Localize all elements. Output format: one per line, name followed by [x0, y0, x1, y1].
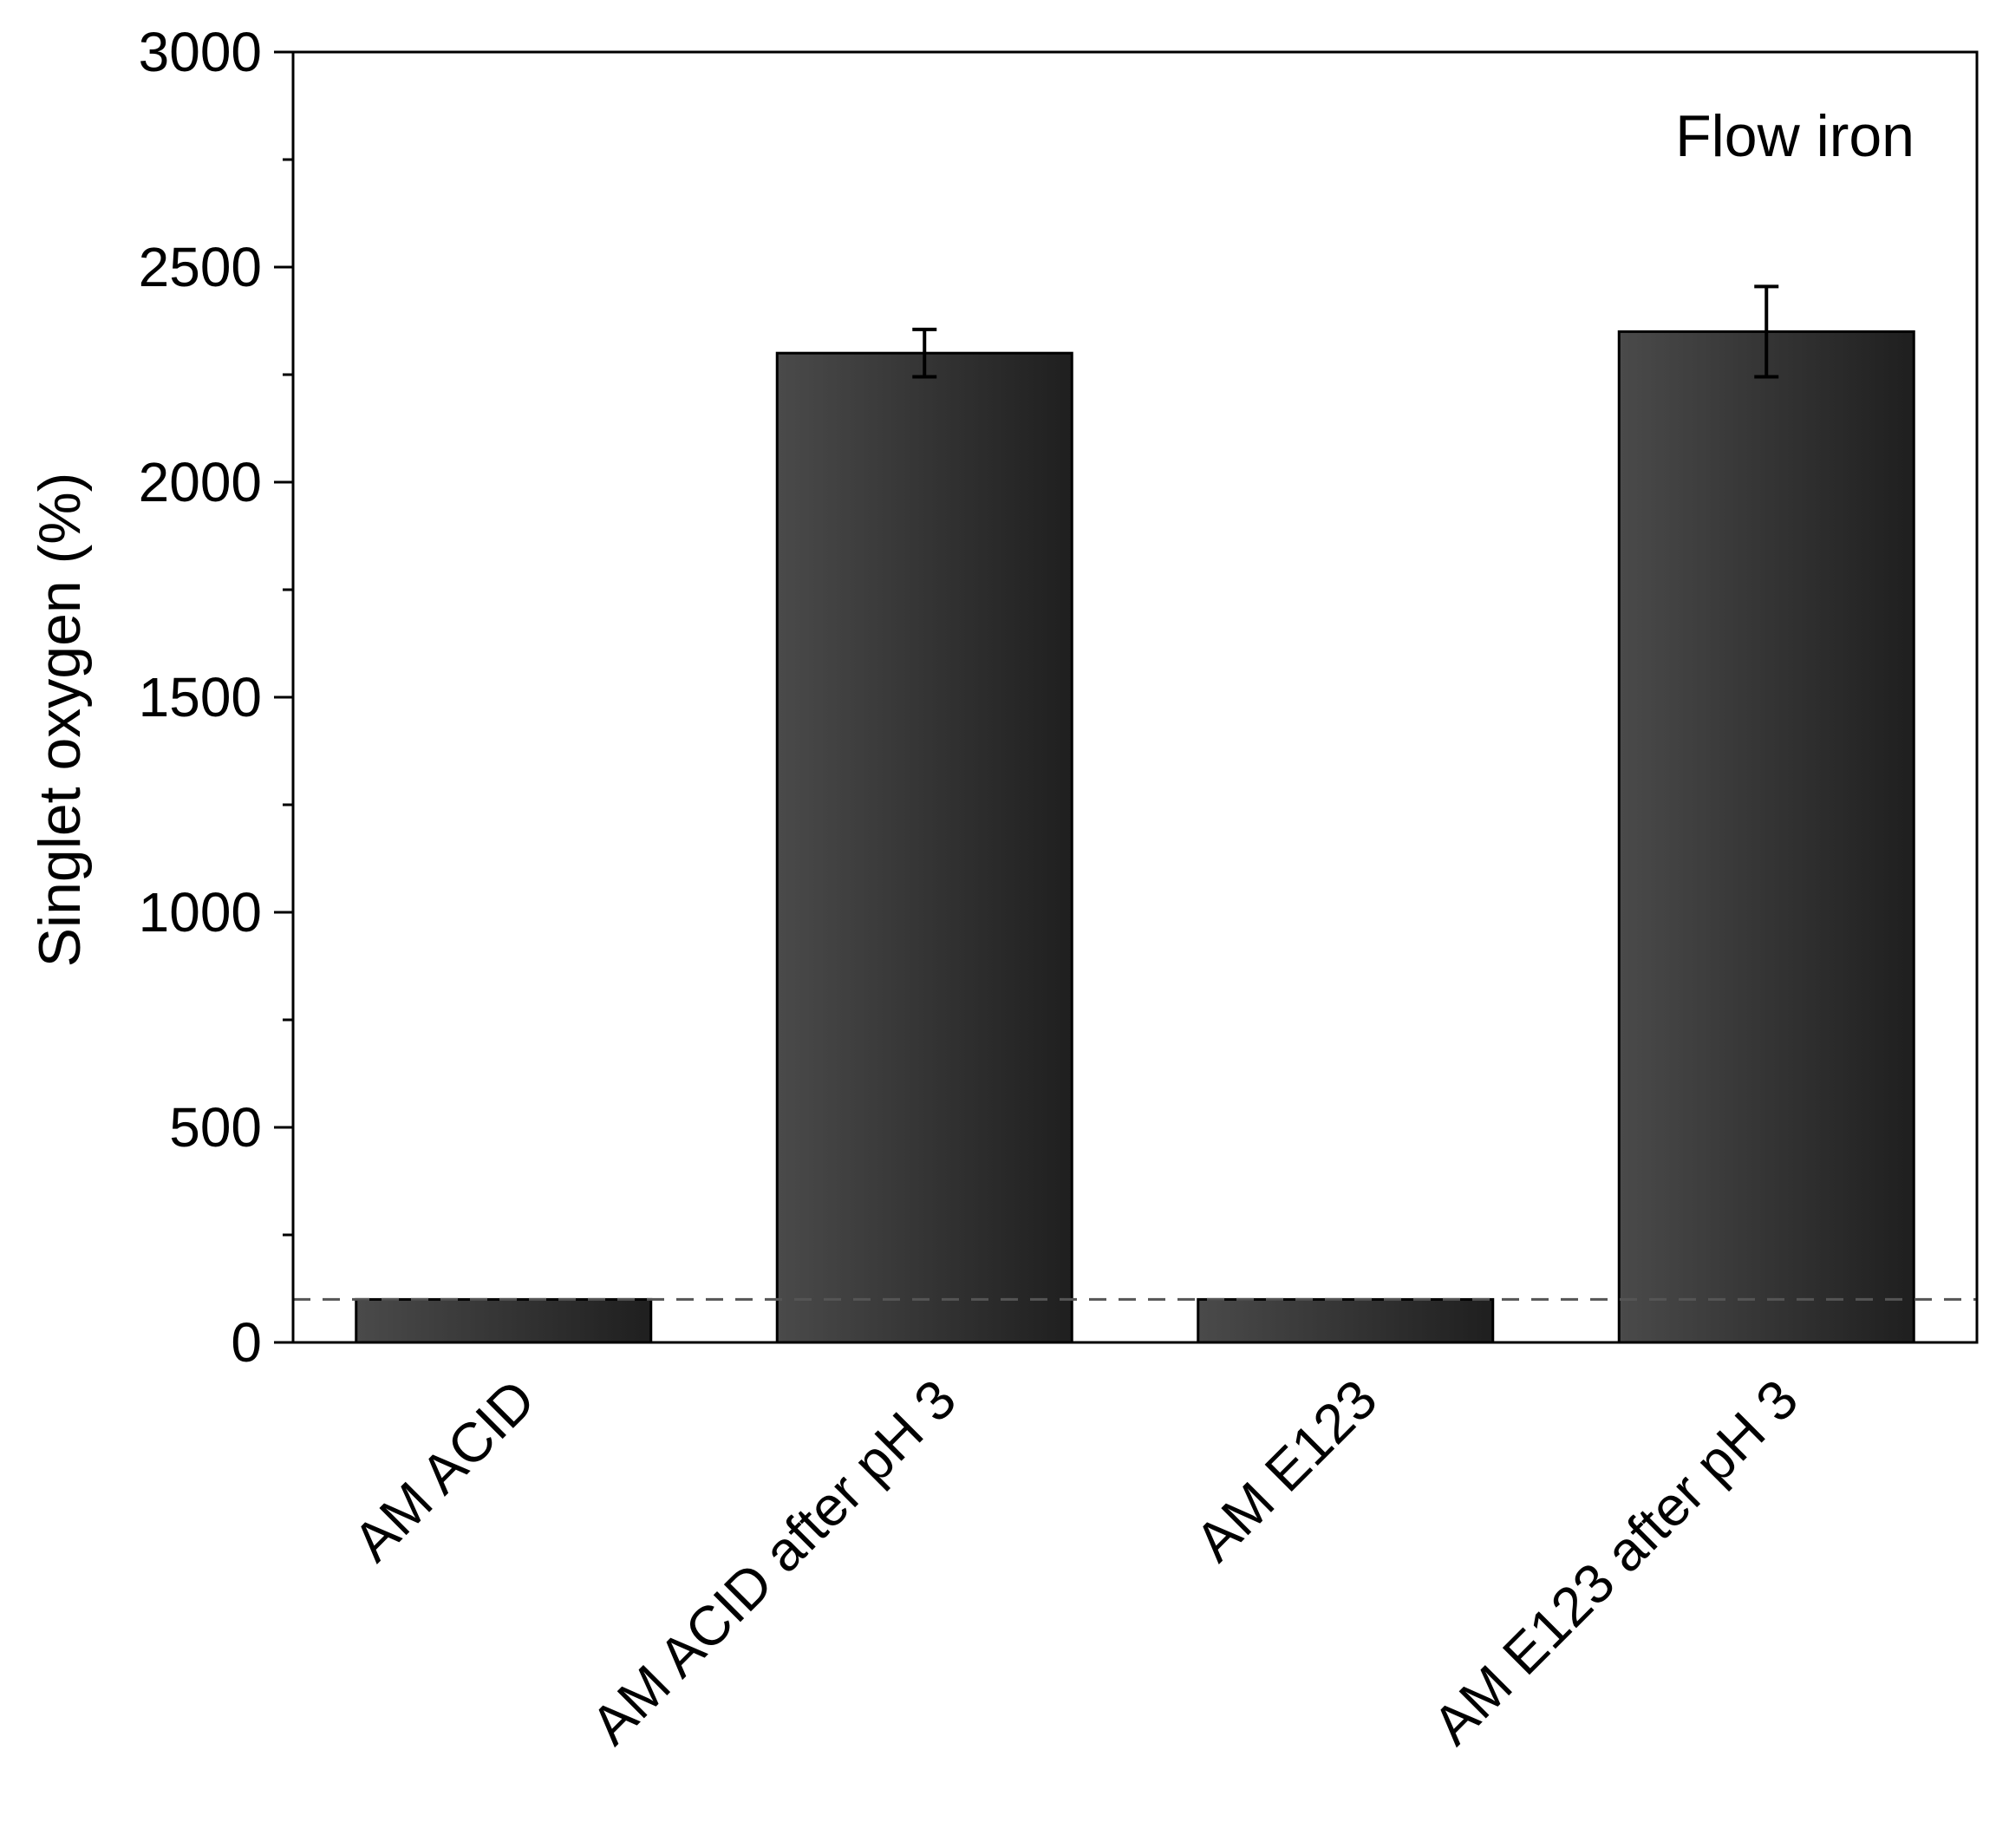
x-tick-label: AM ACID after pH 3	[579, 1368, 968, 1756]
bar-4	[1617, 330, 1915, 1344]
y-tick-label: 1000	[139, 881, 262, 944]
y-tick-label: 3000	[139, 21, 262, 83]
bar-3	[1197, 1297, 1495, 1344]
y-tick-label: 500	[169, 1096, 262, 1159]
y-axis-title: Singlet oxygen (%)	[27, 473, 93, 968]
x-tick-label: AM E123	[1184, 1368, 1389, 1573]
x-tick-label: AM ACID	[342, 1368, 547, 1573]
chart-annotation: Flow iron	[1675, 103, 1914, 169]
y-tick-label: 2500	[139, 236, 262, 298]
y-tick-label: 2000	[139, 451, 262, 513]
bar-2	[775, 351, 1073, 1344]
y-tick-label: 1500	[139, 666, 262, 728]
bar-1	[355, 1297, 653, 1344]
y-tick-label: 0	[231, 1311, 262, 1374]
x-tick-label: AM E123 after pH 3	[1421, 1368, 1810, 1756]
